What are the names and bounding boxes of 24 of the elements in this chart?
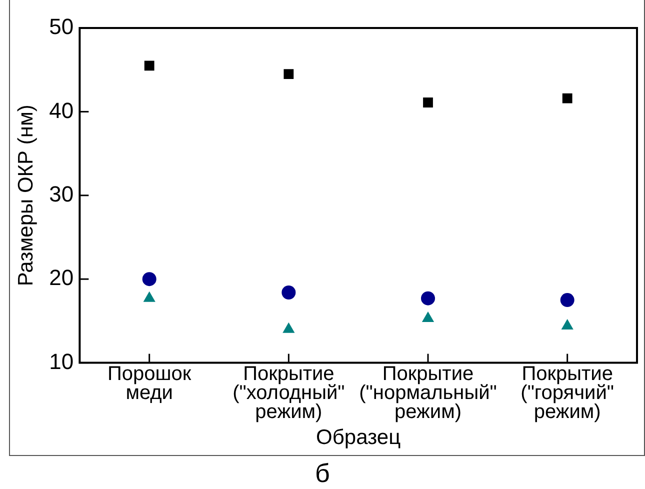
point	[284, 69, 294, 79]
y-axis-title: Размеры ОКР (нм)	[14, 104, 38, 286]
y-tick-label: 20	[49, 265, 74, 290]
point	[423, 98, 433, 108]
point	[282, 285, 296, 300]
point	[421, 291, 435, 306]
y-tick-label: 30	[49, 181, 74, 206]
x-tick-label: Покрытие ("нормальный" режим)	[359, 362, 497, 423]
point	[142, 272, 156, 286]
point	[143, 291, 156, 302]
x-tick-label: Покрытие ("горячий" режим)	[520, 362, 614, 423]
y-tick-label: 50	[49, 14, 74, 40]
x-axis-title: Образец	[316, 426, 401, 450]
point	[562, 93, 572, 104]
y-tick-label: 40	[49, 98, 74, 123]
point	[561, 318, 574, 330]
point	[282, 322, 295, 333]
x-tick-label: Покрытие ("холодный" режим)	[232, 362, 345, 423]
text: б	[314, 458, 331, 488]
point	[560, 293, 574, 308]
x-tick-label: Порошок меди	[108, 362, 192, 404]
y-tick-label: 10	[49, 348, 74, 374]
point	[144, 60, 154, 71]
point	[422, 311, 434, 322]
